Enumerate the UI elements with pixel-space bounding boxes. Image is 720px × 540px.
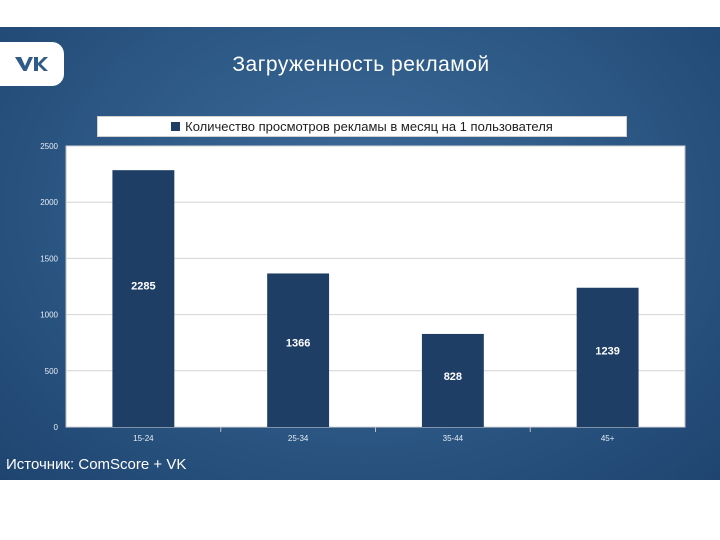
data-label: 828 (444, 371, 462, 383)
y-tick-label: 2500 (40, 142, 58, 151)
x-tick-label: 45+ (601, 434, 615, 443)
bar (267, 273, 330, 427)
x-tick-label: 25-34 (288, 434, 309, 443)
bar (421, 333, 484, 427)
y-tick-label: 500 (45, 367, 59, 376)
bar-chart: 0 500 1000 1500 2000 2500 2285 15-24 1366 25-34 82… (40, 142, 686, 443)
chart-legend: Количество просмотров рекламы в месяц на… (97, 116, 627, 137)
y-tick-label: 1000 (40, 311, 58, 320)
source-note: Источник: ComScore + VK (6, 456, 187, 473)
bar (112, 170, 175, 427)
bar (576, 287, 639, 427)
y-tick-label: 1500 (40, 254, 58, 263)
legend-label: Количество просмотров рекламы в месяц на… (185, 119, 553, 134)
x-tick-label: 15-24 (133, 434, 154, 443)
data-label: 1239 (595, 345, 619, 357)
data-label: 2285 (131, 281, 155, 293)
vk-logo-icon (15, 57, 48, 71)
vk-logo-tab (0, 42, 64, 86)
x-tick-label: 35-44 (443, 434, 464, 443)
page-title: Загруженность рекламой (232, 53, 490, 76)
y-tick-label: 0 (54, 423, 59, 432)
data-label: 1366 (286, 338, 310, 350)
slide-background: Загруженность рекламой Количество просмо… (0, 27, 720, 480)
y-tick-label: 2000 (40, 198, 58, 207)
legend-swatch (171, 122, 181, 131)
